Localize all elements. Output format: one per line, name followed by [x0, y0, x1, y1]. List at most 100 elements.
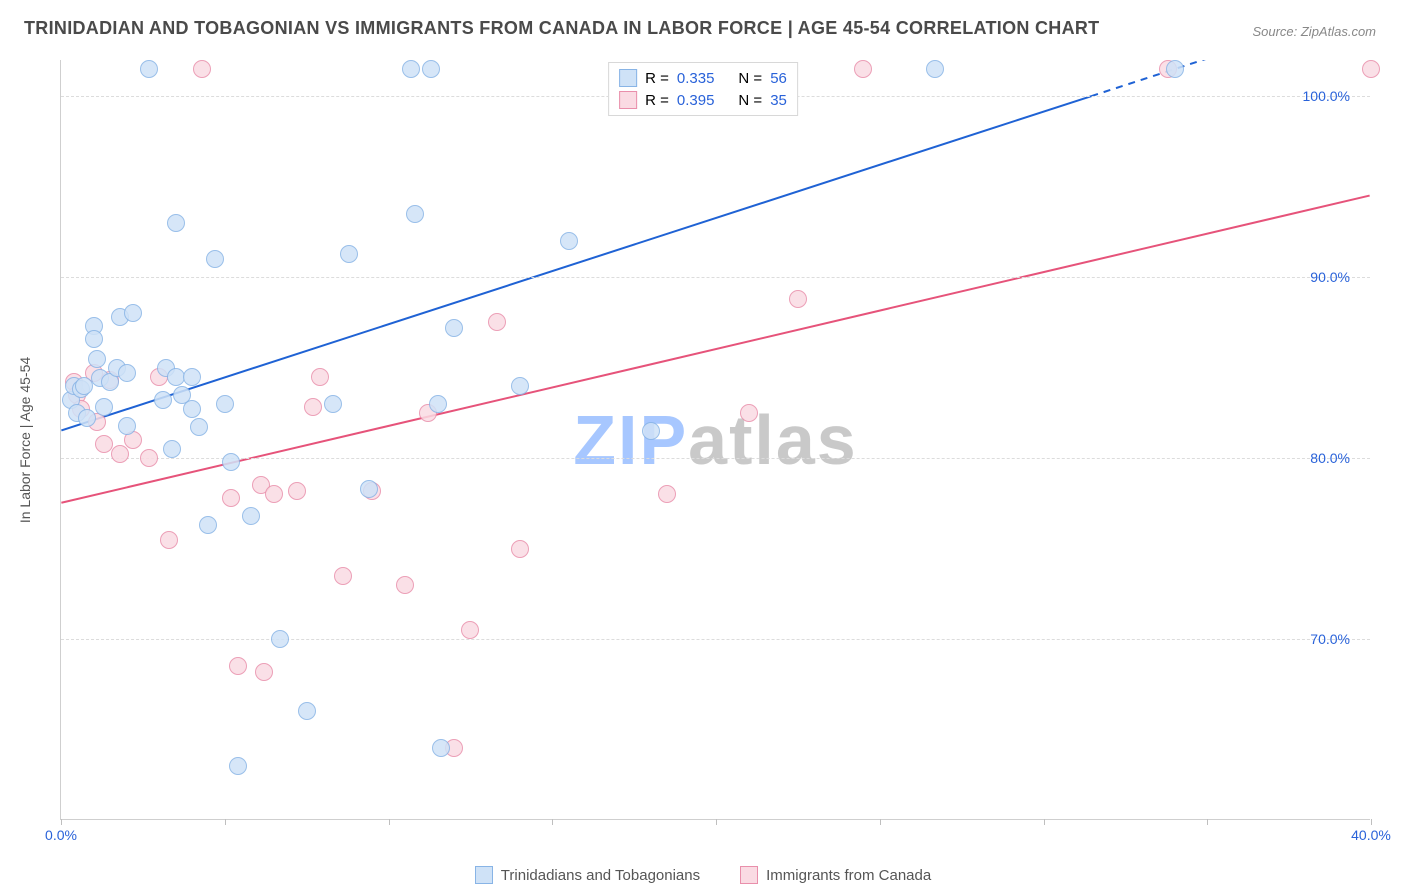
scatter-point-a	[118, 364, 136, 382]
scatter-point-a	[118, 417, 136, 435]
scatter-point-a	[271, 630, 289, 648]
scatter-point-a	[402, 60, 420, 78]
scatter-point-a	[429, 395, 447, 413]
scatter-point-a	[154, 391, 172, 409]
scatter-point-b	[461, 621, 479, 639]
scatter-point-a	[75, 377, 93, 395]
scatter-point-a	[140, 60, 158, 78]
x-tick	[225, 819, 226, 825]
y-tick-label: 100.0%	[1303, 88, 1350, 104]
scatter-point-a	[642, 422, 660, 440]
legend-row-b: R = 0.395 N = 35	[619, 89, 787, 111]
plot-svg	[61, 60, 1370, 819]
scatter-point-a	[360, 480, 378, 498]
y-tick-label: 90.0%	[1310, 269, 1350, 285]
legend-correlation: R = 0.335 N = 56 R = 0.395 N = 35	[608, 62, 798, 116]
scatter-point-b	[265, 485, 283, 503]
scatter-point-a	[926, 60, 944, 78]
scatter-point-b	[854, 60, 872, 78]
x-tick	[389, 819, 390, 825]
scatter-point-b	[140, 449, 158, 467]
swatch-series-a	[475, 866, 493, 884]
scatter-point-b	[160, 531, 178, 549]
watermark-text-a: ZIP	[573, 401, 688, 479]
scatter-point-b	[288, 482, 306, 500]
scatter-point-a	[95, 398, 113, 416]
scatter-point-a	[222, 453, 240, 471]
scatter-point-a	[1166, 60, 1184, 78]
plot-area: ZIPatlas In Labor Force | Age 45-54 70.0…	[60, 60, 1370, 820]
r-value-a: 0.335	[677, 70, 715, 87]
x-tick-label: 0.0%	[45, 827, 77, 843]
gridline-h	[61, 458, 1370, 459]
scatter-point-b	[658, 485, 676, 503]
scatter-point-b	[1362, 60, 1380, 78]
scatter-point-a	[163, 440, 181, 458]
scatter-point-b	[229, 657, 247, 675]
scatter-point-a	[206, 250, 224, 268]
x-tick	[880, 819, 881, 825]
scatter-point-b	[193, 60, 211, 78]
scatter-point-a	[199, 516, 217, 534]
scatter-point-a	[445, 319, 463, 337]
scatter-point-b	[334, 567, 352, 585]
scatter-point-a	[422, 60, 440, 78]
scatter-point-a	[324, 395, 342, 413]
scatter-point-b	[304, 398, 322, 416]
scatter-point-a	[406, 205, 424, 223]
legend-series: Trinidadians and Tobagonians Immigrants …	[0, 866, 1406, 884]
swatch-series-b	[619, 91, 637, 109]
scatter-point-a	[88, 350, 106, 368]
scatter-point-b	[255, 663, 273, 681]
scatter-point-a	[183, 368, 201, 386]
r-label: R =	[645, 92, 669, 109]
y-tick-label: 70.0%	[1310, 631, 1350, 647]
n-value-b: 35	[770, 92, 787, 109]
n-value-a: 56	[770, 70, 787, 87]
chart-title: TRINIDADIAN AND TOBAGONIAN VS IMMIGRANTS…	[24, 18, 1099, 39]
legend-item-a: Trinidadians and Tobagonians	[475, 866, 700, 884]
source-attribution: Source: ZipAtlas.com	[1252, 24, 1376, 39]
scatter-point-b	[222, 489, 240, 507]
scatter-point-a	[216, 395, 234, 413]
scatter-point-a	[190, 418, 208, 436]
n-label: N =	[738, 70, 762, 87]
gridline-h	[61, 639, 1370, 640]
x-tick-label: 40.0%	[1351, 827, 1391, 843]
scatter-point-a	[183, 400, 201, 418]
scatter-point-b	[95, 435, 113, 453]
scatter-point-b	[511, 540, 529, 558]
scatter-point-b	[311, 368, 329, 386]
trendline	[61, 196, 1369, 503]
watermark-text-b: atlas	[688, 401, 858, 479]
y-axis-label: In Labor Force | Age 45-54	[17, 356, 33, 522]
x-tick	[1044, 819, 1045, 825]
scatter-point-a	[340, 245, 358, 263]
scatter-point-b	[488, 313, 506, 331]
x-tick	[1371, 819, 1372, 825]
scatter-point-a	[298, 702, 316, 720]
watermark: ZIPatlas	[573, 400, 857, 480]
r-label: R =	[645, 70, 669, 87]
scatter-point-b	[111, 445, 129, 463]
swatch-series-a	[619, 69, 637, 87]
scatter-point-a	[78, 409, 96, 427]
scatter-point-b	[396, 576, 414, 594]
gridline-h	[61, 277, 1370, 278]
r-value-b: 0.395	[677, 92, 715, 109]
scatter-point-a	[85, 330, 103, 348]
scatter-point-a	[511, 377, 529, 395]
x-tick	[552, 819, 553, 825]
legend-row-a: R = 0.335 N = 56	[619, 67, 787, 89]
x-tick	[61, 819, 62, 825]
scatter-point-a	[167, 214, 185, 232]
scatter-point-a	[242, 507, 260, 525]
scatter-point-a	[167, 368, 185, 386]
scatter-point-a	[432, 739, 450, 757]
scatter-point-a	[124, 304, 142, 322]
scatter-point-a	[229, 757, 247, 775]
scatter-point-a	[560, 232, 578, 250]
y-tick-label: 80.0%	[1310, 450, 1350, 466]
correlation-chart: TRINIDADIAN AND TOBAGONIAN VS IMMIGRANTS…	[0, 0, 1406, 892]
x-tick	[1207, 819, 1208, 825]
